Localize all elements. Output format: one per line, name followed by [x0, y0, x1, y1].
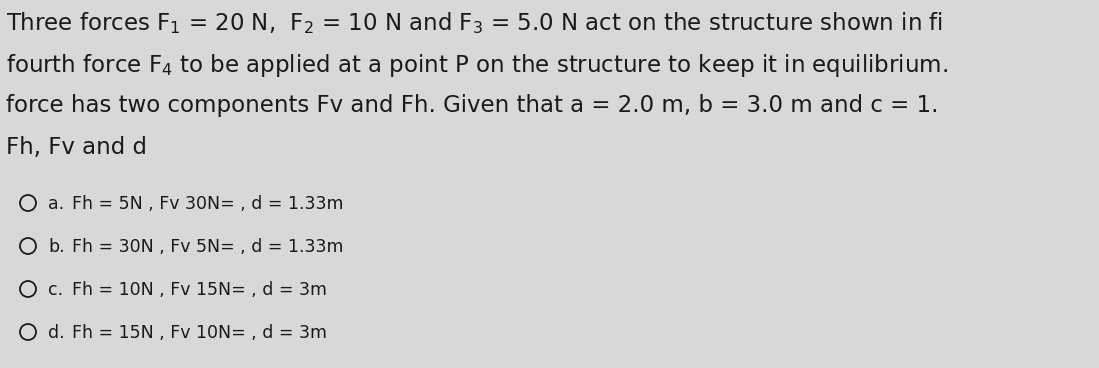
Text: b.: b.: [48, 238, 65, 256]
Text: force has two components Fv and Fh. Given that a = 2.0 m, b = 3.0 m and c = 1.: force has two components Fv and Fh. Give…: [5, 94, 939, 117]
Text: Fh = 5N , Fv 30N= , d = 1.33m: Fh = 5N , Fv 30N= , d = 1.33m: [73, 195, 344, 213]
Text: c.: c.: [48, 281, 63, 299]
Text: fourth force F$_4$ to be applied at a point P on the structure to keep it in equ: fourth force F$_4$ to be applied at a po…: [5, 52, 948, 79]
Text: a.: a.: [48, 195, 64, 213]
Text: d.: d.: [48, 324, 65, 342]
Text: Fh, Fv and d: Fh, Fv and d: [5, 136, 147, 159]
Text: Three forces F$_1$ = 20 N,  F$_2$ = 10 N and F$_3$ = 5.0 N act on the structure : Three forces F$_1$ = 20 N, F$_2$ = 10 N …: [5, 10, 943, 36]
Text: Fh = 15N , Fv 10N= , d = 3m: Fh = 15N , Fv 10N= , d = 3m: [73, 324, 328, 342]
Text: Fh = 30N , Fv 5N= , d = 1.33m: Fh = 30N , Fv 5N= , d = 1.33m: [73, 238, 344, 256]
Text: Fh = 10N , Fv 15N= , d = 3m: Fh = 10N , Fv 15N= , d = 3m: [73, 281, 328, 299]
